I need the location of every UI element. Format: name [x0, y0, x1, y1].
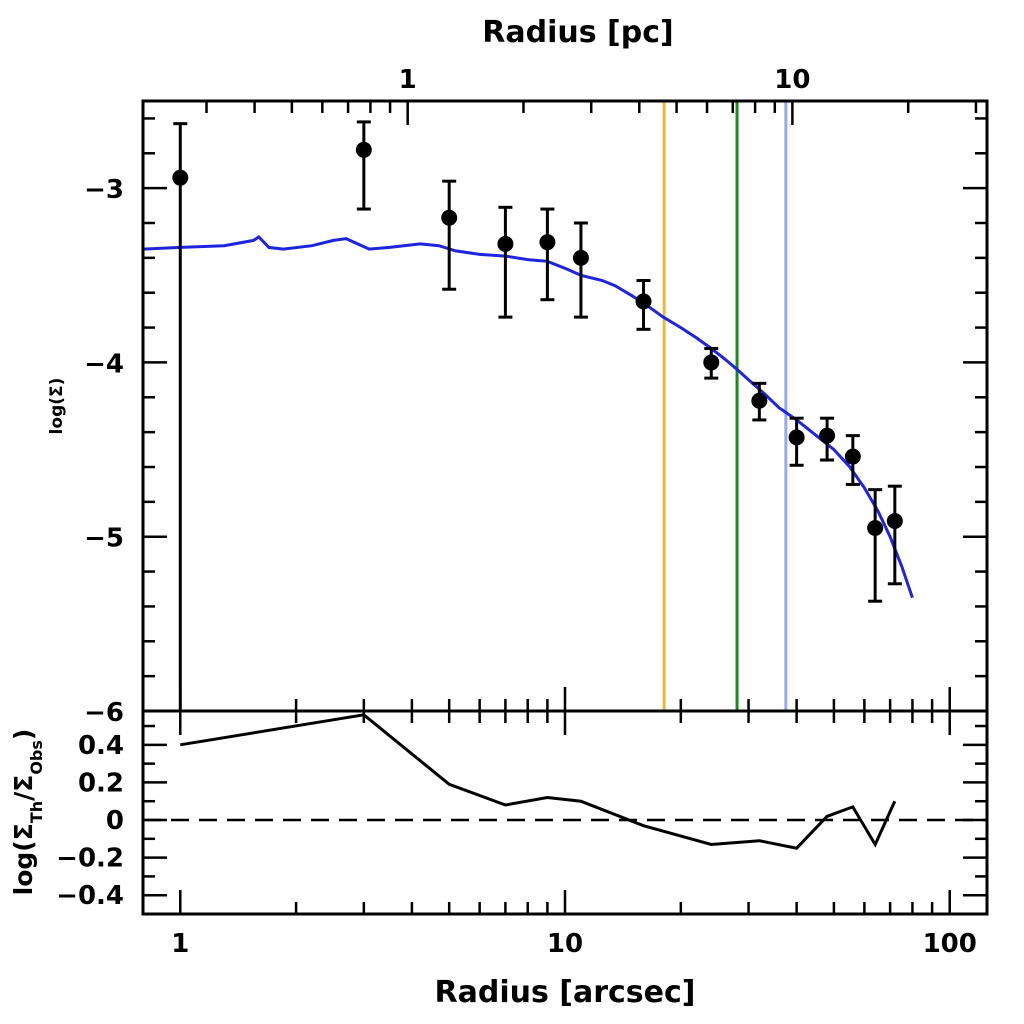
top-tick-label: 1	[399, 65, 417, 95]
data-marker	[819, 427, 836, 444]
y-tick-label: 0.4	[78, 731, 124, 761]
main-y-axis-label: log(Σ)	[47, 378, 67, 435]
main-major-ticks	[143, 101, 987, 713]
residual-major-ticks	[143, 711, 987, 914]
top-tick-label: 10	[774, 65, 810, 95]
data-point-7	[635, 279, 652, 331]
model-line	[142, 234, 914, 599]
y-tick-label: −5	[84, 524, 124, 554]
y-tick-label: −4	[84, 349, 124, 379]
residual-minor-ticks	[143, 711, 987, 916]
bottom-axis-title: Radius [arcsec]	[435, 975, 696, 1010]
residual-y-axis-label: log(ΣTh/ΣObs)	[9, 729, 46, 896]
data-point-9	[751, 381, 768, 422]
data-marker	[572, 249, 589, 266]
data-marker	[703, 354, 720, 371]
data-point-3	[441, 179, 458, 291]
residual-panel: 0.4 0.2 0 −0.2 −0.4 1 10 100 Radius [arcsec] lo…	[9, 709, 989, 1010]
data-point-12	[844, 434, 861, 486]
data-point-14	[886, 484, 903, 586]
y-tick-label: −6	[84, 698, 124, 728]
data-marker	[441, 209, 458, 226]
data-marker	[355, 141, 372, 158]
data-point-4	[497, 205, 514, 319]
y-tick-label: −0.4	[56, 881, 124, 911]
data-marker	[497, 235, 514, 252]
top-axis-title: Radius [pc]	[482, 15, 673, 50]
data-point-10	[788, 416, 805, 467]
main-panel-frame	[141, 99, 989, 713]
x-tick-label: 100	[923, 929, 977, 959]
data-point-2	[355, 120, 372, 211]
residual-tick-labels: 0.4 0.2 0 −0.2 −0.4 1 10 100	[56, 731, 977, 959]
x-tick-label: 10	[547, 929, 583, 959]
data-point-1	[172, 122, 189, 711]
data-marker	[635, 293, 652, 310]
x-tick-label: 1	[171, 929, 189, 959]
data-marker	[539, 234, 556, 251]
data-point-5	[539, 207, 556, 302]
data-marker	[788, 429, 805, 446]
residual-line	[180, 713, 897, 850]
data-points	[172, 120, 903, 711]
data-point-6	[572, 221, 589, 319]
data-point-13	[867, 488, 884, 603]
reference-lines	[662, 101, 788, 711]
data-marker	[867, 520, 884, 536]
data-point-8	[703, 346, 720, 380]
main-panel: −3 −4 −5 −6 1 10 Radius [pc] log(Σ)	[47, 15, 989, 728]
y-tick-label: −0.2	[56, 844, 124, 874]
residual-panel-frame	[141, 709, 989, 916]
y-tick-label: 0.2	[78, 768, 124, 798]
data-marker	[751, 392, 768, 409]
data-point-11	[819, 416, 836, 462]
data-marker	[844, 448, 861, 465]
main-minor-ticks	[143, 101, 987, 711]
y-tick-label: −3	[84, 175, 124, 205]
data-marker	[886, 513, 903, 530]
data-marker	[172, 169, 189, 186]
y-tick-label: 0	[106, 806, 124, 836]
main-tick-labels: −3 −4 −5 −6 1 10	[84, 65, 810, 728]
